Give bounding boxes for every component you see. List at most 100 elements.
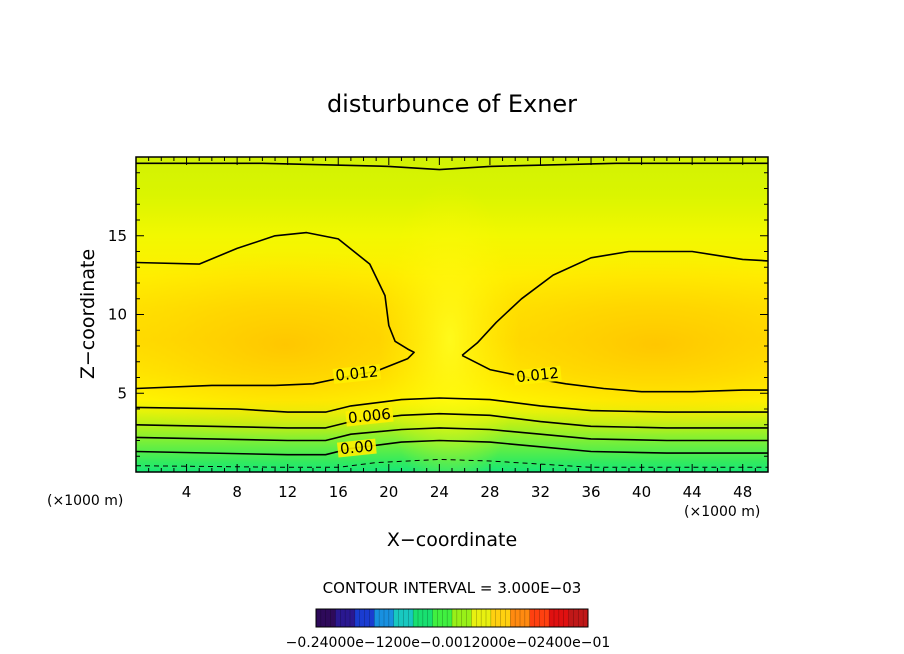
contour-label-bg (336, 438, 377, 458)
z-tick-label: 10 (108, 306, 127, 324)
colorbar-cell (350, 609, 356, 627)
colorbar-cell (340, 609, 346, 627)
contour-label-bg (345, 406, 394, 427)
y-axis-title: Z−coordinate (77, 249, 99, 379)
colorbar-cell (379, 609, 385, 627)
x-tick-label: 8 (232, 483, 242, 501)
colorbar-cell (320, 609, 327, 627)
contour-label: 0.012 (513, 364, 562, 386)
colorbar-cell (408, 609, 414, 627)
contour-label: 0.006 (345, 405, 394, 427)
x-unit-left: (×1000 m) (47, 493, 123, 509)
colorbar-cell (568, 609, 574, 627)
colorbar-cell (354, 609, 361, 627)
x-tick-label: 32 (531, 483, 550, 501)
colorbar-cell (578, 609, 584, 627)
contour-label: 0.00 (336, 437, 377, 458)
colorbar-cell (539, 609, 545, 627)
colorbar-cell (393, 609, 399, 627)
colorbar-cell (384, 609, 390, 627)
colorbar-cell (583, 609, 589, 627)
contour-line-3 (136, 397, 768, 413)
colorbar-cell (398, 609, 404, 627)
z-tick-label: 5 (117, 384, 127, 402)
colorbar-cell (500, 609, 506, 627)
colorbar-cell (520, 609, 526, 627)
contour-label-bg (332, 364, 381, 384)
chart-title: disturbunce of Exner (327, 90, 577, 118)
colorbar-cell (388, 609, 395, 627)
colorbar-cell (461, 609, 467, 627)
contour-line-5 (136, 427, 768, 442)
colorbar-tick-labels: −0.24000e−1200e−0.0012000e−02400e−01 (286, 635, 611, 651)
colorbar-cell (490, 609, 497, 627)
x-tick-label: 44 (683, 483, 702, 501)
contour-interval-note: CONTOUR INTERVAL = 3.000E−03 (323, 579, 582, 597)
colorbar-cell (466, 609, 472, 627)
colorbar-cell (374, 609, 380, 627)
colorbar-cell (447, 609, 453, 627)
colorbar-cell (330, 609, 336, 627)
colorbar-cell (481, 609, 487, 627)
x-tick-label: 4 (182, 483, 192, 501)
colorbar-cell (452, 609, 458, 627)
colorbar-cell (554, 609, 560, 627)
colorbar-cell (325, 609, 331, 627)
colorbar (315, 608, 589, 628)
colorbar-cell (456, 609, 463, 627)
colorbar-cell (403, 609, 409, 627)
contour-label-bg (513, 365, 562, 386)
x-tick-label: 12 (278, 483, 297, 501)
colorbar-cell (437, 609, 443, 627)
colorbar-cell (505, 609, 511, 627)
x-tick-label: 40 (632, 483, 651, 501)
colorbar-cell (364, 609, 370, 627)
contour-label: 0.012 (332, 362, 381, 385)
x-tick-label: 28 (480, 483, 499, 501)
contour-label-text: 0.012 (334, 362, 379, 384)
colorbar-cell (558, 609, 565, 627)
colorbar-cell (510, 609, 516, 627)
x-tick-label: 36 (581, 483, 600, 501)
contour-line-6 (136, 439, 768, 456)
colorbar-cell (549, 609, 555, 627)
colorbar-cell (529, 609, 535, 627)
z-tick-label: 15 (108, 227, 127, 245)
x-tick-label: 24 (430, 483, 449, 501)
colorbar-cell (486, 609, 492, 627)
colorbar-cell (563, 609, 569, 627)
colorbar-cell (359, 609, 365, 627)
colorbar-cell (422, 609, 429, 627)
colorbar-frame (315, 608, 589, 628)
x-tick-label: 16 (329, 483, 348, 501)
contour-line-4 (136, 412, 768, 429)
colorbar-cell (418, 609, 424, 627)
colorbar-cell (369, 609, 375, 627)
contour-label-layer: 0.012 0.012 0.006 0.00 (332, 362, 562, 458)
colorbar-cell (495, 609, 501, 627)
colorbar-cell (413, 609, 419, 627)
contour-line-2 (461, 354, 768, 393)
colorbar-cell (544, 609, 550, 627)
colorbar-cell (442, 609, 448, 627)
x-tick-label: 48 (733, 483, 752, 501)
contour-line-1 (461, 250, 768, 357)
colorbar-cell (432, 609, 438, 627)
colorbar-cell (534, 609, 540, 627)
colorbar-cell (476, 609, 482, 627)
contour-line-0 (136, 231, 415, 390)
colorbar-cell (524, 609, 531, 627)
x-tick-label: 20 (379, 483, 398, 501)
colorbar-cell (335, 609, 341, 627)
colorbar-cell (345, 609, 351, 627)
contour-label-text: 0.012 (515, 364, 560, 386)
colorbar-cell (573, 609, 579, 627)
colorbar-cell (515, 609, 521, 627)
colorbar-cell (471, 609, 477, 627)
contour-label-text: 0.00 (339, 437, 374, 458)
x-axis-title: X−coordinate (387, 529, 517, 551)
colorbar-cell (427, 609, 433, 627)
contour-line-8 (136, 162, 768, 171)
